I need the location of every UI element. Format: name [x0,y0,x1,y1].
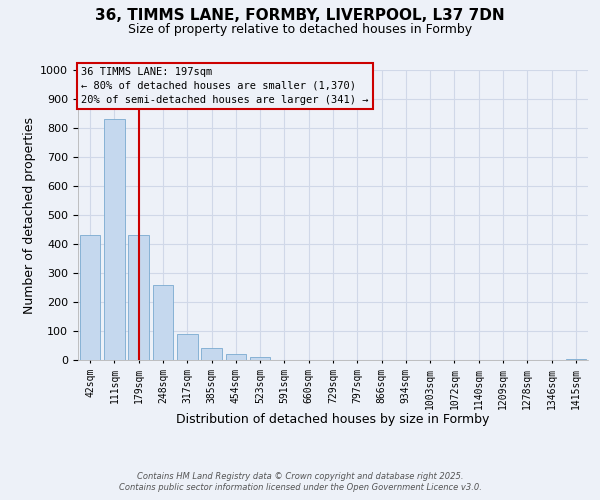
Bar [80,236,100,360]
Bar [566,358,586,360]
Text: Size of property relative to detached houses in Formby: Size of property relative to detached ho… [128,22,472,36]
Bar [152,284,173,360]
Bar [104,120,125,360]
Bar [201,348,222,360]
Bar [128,236,149,360]
Text: 36 TIMMS LANE: 197sqm
← 80% of detached houses are smaller (1,370)
20% of semi-d: 36 TIMMS LANE: 197sqm ← 80% of detached … [81,67,368,105]
Bar [177,334,197,360]
Bar [226,354,246,360]
Y-axis label: Number of detached properties: Number of detached properties [23,116,36,314]
Bar [250,357,271,360]
X-axis label: Distribution of detached houses by size in Formby: Distribution of detached houses by size … [176,413,490,426]
Text: 36, TIMMS LANE, FORMBY, LIVERPOOL, L37 7DN: 36, TIMMS LANE, FORMBY, LIVERPOOL, L37 7… [95,8,505,22]
Text: Contains HM Land Registry data © Crown copyright and database right 2025.
Contai: Contains HM Land Registry data © Crown c… [119,472,481,492]
